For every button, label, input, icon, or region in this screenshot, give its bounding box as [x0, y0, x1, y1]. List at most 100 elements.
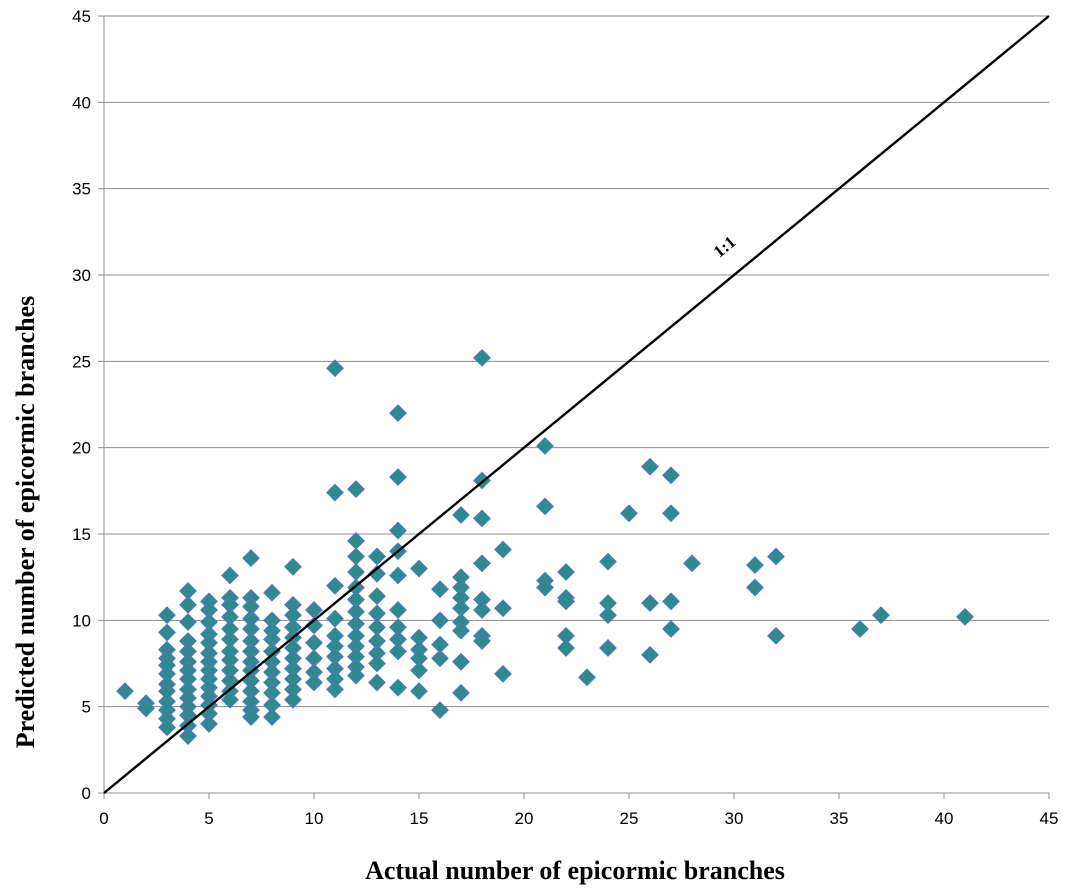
- x-tick-label: 0: [99, 809, 108, 828]
- data-point: [242, 708, 260, 726]
- data-point: [557, 563, 575, 581]
- x-tick-label: 40: [935, 809, 954, 828]
- data-point: [179, 595, 197, 614]
- data-point: [221, 690, 239, 709]
- data-point: [158, 606, 176, 625]
- data-point: [431, 701, 449, 720]
- x-tick-label: 35: [830, 809, 849, 828]
- data-point: [284, 690, 302, 709]
- data-point: [746, 556, 764, 574]
- x-tick-label: 30: [725, 809, 744, 828]
- x-tick-label: 10: [305, 809, 324, 828]
- data-point: [263, 583, 281, 602]
- data-point: [326, 576, 344, 595]
- data-point: [578, 668, 596, 687]
- data-point: [452, 683, 470, 702]
- data-point: [599, 606, 617, 625]
- data-point: [599, 639, 617, 657]
- data-point: [263, 708, 281, 726]
- data-point: [599, 552, 617, 571]
- y-tick-label: 30: [72, 266, 91, 285]
- data-point: [368, 547, 386, 566]
- y-tick-label: 45: [72, 7, 91, 26]
- data-point: [473, 632, 491, 650]
- data-point: [242, 549, 260, 568]
- data-point: [410, 682, 428, 701]
- data-point: [347, 563, 365, 581]
- data-point: [116, 682, 134, 701]
- data-point: [200, 715, 218, 733]
- data-point: [179, 727, 197, 745]
- data-point: [452, 652, 470, 671]
- data-point: [872, 606, 890, 625]
- y-tick-label: 40: [72, 93, 91, 112]
- data-point: [494, 599, 512, 618]
- data-point: [137, 699, 155, 718]
- data-point: [536, 578, 554, 597]
- x-axis-title: Actual number of epicormic branches: [365, 856, 785, 885]
- data-point: [851, 620, 869, 638]
- axes: [98, 15, 1050, 799]
- data-point: [158, 623, 176, 642]
- data-point: [389, 468, 407, 486]
- one-to-one-label: 1:1: [710, 232, 740, 261]
- x-tick-label: 45: [1040, 809, 1059, 828]
- data-point: [305, 616, 323, 635]
- data-point: [662, 504, 680, 523]
- data-point: [494, 664, 512, 683]
- data-point: [158, 718, 176, 737]
- data-point: [347, 666, 365, 685]
- data-point: [179, 613, 197, 631]
- y-tick-label: 5: [82, 698, 91, 717]
- data-point: [368, 654, 386, 673]
- data-point: [473, 601, 491, 619]
- data-point: [389, 642, 407, 661]
- one-to-one-line: [103, 15, 1050, 794]
- data-points: [116, 348, 974, 745]
- y-tick-label: 25: [72, 352, 91, 371]
- data-point: [368, 673, 386, 692]
- data-point: [557, 639, 575, 657]
- data-point: [347, 480, 365, 499]
- y-tick-label: 20: [72, 439, 91, 458]
- data-point: [305, 673, 323, 692]
- data-point: [368, 587, 386, 606]
- data-point: [494, 540, 512, 559]
- data-point: [389, 566, 407, 585]
- data-point: [347, 531, 365, 550]
- data-point: [284, 557, 302, 576]
- data-point: [662, 620, 680, 638]
- x-tick-labels: 0 5 10 15 20 25 30 35 40 45: [99, 809, 1058, 828]
- data-point: [431, 580, 449, 599]
- data-point: [956, 607, 974, 626]
- data-point: [641, 645, 659, 664]
- data-point: [620, 504, 638, 523]
- data-point: [431, 649, 449, 668]
- data-point: [221, 566, 239, 585]
- data-point: [347, 547, 365, 566]
- data-point: [536, 437, 554, 455]
- y-axis-title: Predicted number of epicormic branches: [11, 296, 40, 749]
- data-point: [368, 564, 386, 583]
- y-tick-label: 35: [72, 180, 91, 199]
- y-tick-label: 0: [82, 784, 91, 803]
- data-point: [326, 483, 344, 502]
- data-point: [641, 594, 659, 612]
- data-point: [536, 497, 554, 516]
- data-point: [389, 521, 407, 540]
- data-point: [452, 621, 470, 640]
- data-point: [473, 554, 491, 573]
- data-point: [326, 609, 344, 628]
- data-point: [305, 633, 323, 652]
- y-tick-labels: 0 5 10 15 20 25 30 35 40 45: [72, 7, 91, 803]
- data-point: [389, 601, 407, 619]
- data-point: [326, 680, 344, 699]
- data-point: [452, 506, 470, 524]
- data-point: [389, 404, 407, 423]
- data-point: [557, 592, 575, 611]
- data-point: [473, 509, 491, 528]
- data-point: [683, 554, 701, 573]
- x-tick-label: 20: [515, 809, 534, 828]
- data-point: [326, 359, 344, 378]
